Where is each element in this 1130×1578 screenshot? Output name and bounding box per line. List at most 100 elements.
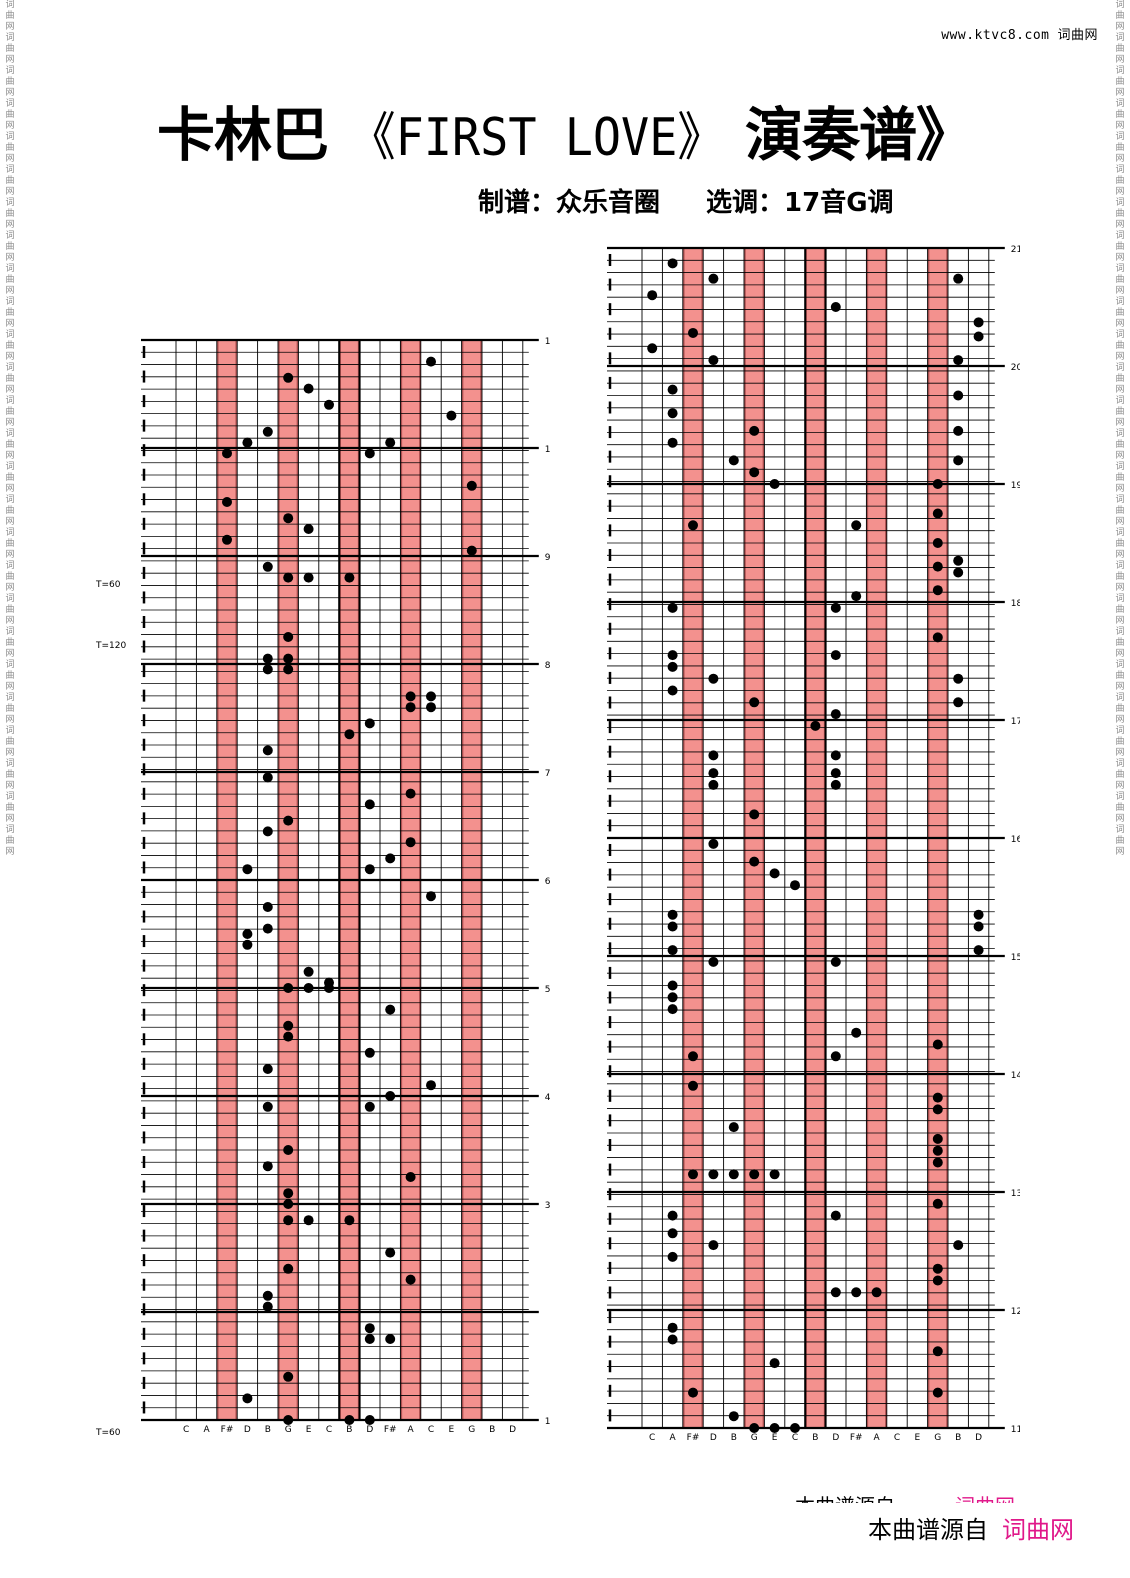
note-dot: [426, 356, 436, 367]
note-dot: [324, 983, 334, 993]
note-dot: [385, 1247, 396, 1258]
note-dot: [262, 1101, 273, 1112]
note-dot: [708, 1169, 719, 1180]
note-dot: [688, 327, 698, 338]
key-label: G: [285, 1425, 292, 1435]
side-watermark-left: 词曲网 词曲网 词曲网 词曲网 词曲网 词曲网 词曲网 词曲网 词曲网 词曲网 …: [5, 0, 15, 857]
note-dot: [749, 809, 760, 820]
note-dot: [262, 902, 273, 912]
note-dot: [708, 355, 719, 366]
note-dot: [932, 585, 943, 596]
key-label: E: [915, 1433, 921, 1443]
note-dot: [932, 1039, 943, 1050]
note-dot: [262, 923, 273, 934]
note-dot: [283, 983, 294, 993]
key-label: F#: [221, 1425, 234, 1435]
note-dot: [973, 909, 984, 920]
note-dot: [344, 729, 355, 740]
note-dot: [364, 799, 375, 810]
note-dot: [871, 1287, 882, 1298]
measure-number: 14: [1011, 1071, 1020, 1081]
note-dot: [932, 1133, 943, 1144]
note-dot: [667, 1322, 678, 1333]
note-dot: [364, 1323, 375, 1334]
measure-number: 12: [1011, 1307, 1020, 1317]
note-dot: [364, 1047, 375, 1058]
note-dot: [426, 702, 436, 713]
note-dot: [385, 1091, 396, 1101]
note-dot: [426, 691, 436, 702]
key-label: A: [408, 1425, 415, 1435]
note-dot: [667, 945, 678, 956]
note-dot: [385, 1334, 396, 1344]
note-dot: [667, 1228, 678, 1239]
note-dot: [708, 750, 719, 761]
note-dot: [769, 868, 780, 879]
key-label: B: [955, 1433, 961, 1443]
note-dot: [405, 702, 416, 713]
key-label: F#: [384, 1425, 397, 1435]
note-dot: [262, 745, 273, 756]
note-dot: [385, 1004, 396, 1015]
note-dot: [932, 1198, 943, 1209]
note-dot: [851, 591, 862, 602]
note-dot: [426, 1080, 436, 1091]
note-dot: [262, 561, 273, 572]
note-dot: [262, 826, 273, 837]
note-dot: [364, 718, 375, 729]
note-dot: [405, 691, 416, 702]
note-dot: [932, 508, 943, 519]
site-watermark: www.ktvc8.com 词曲网: [941, 24, 1098, 43]
note-dot: [769, 1423, 780, 1433]
note-dot: [688, 1051, 698, 1062]
measure-number: 6: [545, 877, 550, 887]
key-label: B: [731, 1433, 737, 1443]
note-dot: [973, 317, 984, 328]
note-dot: [688, 1080, 698, 1091]
note-dot: [283, 1415, 294, 1425]
measure-number: 4: [545, 1093, 550, 1103]
note-dot: [667, 980, 678, 991]
note-dot: [708, 673, 719, 684]
measure-number: 11: [1011, 1425, 1020, 1435]
note-dot: [688, 1387, 698, 1398]
measure-number: 5: [545, 985, 550, 995]
note-dot: [932, 1387, 943, 1398]
note-dot: [344, 1215, 355, 1226]
note-dot: [667, 992, 678, 1003]
key-label: E: [306, 1425, 312, 1435]
note-dot: [667, 437, 678, 448]
footer-ghost: 本曲谱源自 词曲网: [795, 1490, 1015, 1503]
note-dot: [932, 479, 943, 489]
measure-number: 21: [1011, 245, 1020, 255]
note-dot: [303, 1215, 314, 1226]
note-dot: [222, 497, 232, 507]
key-label: G: [751, 1433, 758, 1443]
note-dot: [242, 864, 253, 875]
key-label: D: [244, 1425, 251, 1435]
note-dot: [830, 1051, 841, 1062]
footer-source: 本曲谱源自 词曲网: [868, 1510, 1074, 1545]
note-dot: [953, 390, 964, 401]
note-dot: [283, 815, 294, 826]
measure-number: 8: [545, 661, 550, 671]
note-dot: [667, 384, 678, 395]
note-dot: [283, 1199, 294, 1209]
note-dot: [283, 372, 294, 383]
note-dot: [708, 956, 719, 967]
note-dot: [708, 768, 719, 779]
note-dot: [851, 520, 862, 531]
note-dot: [728, 1169, 739, 1180]
note-dot: [303, 383, 314, 394]
note-dot: [932, 632, 943, 643]
measure-number: 1: [545, 1417, 550, 1427]
site-name: 词曲网: [1057, 28, 1098, 43]
title-song: 《FIRST LOVE》: [348, 108, 725, 168]
note-dot: [953, 355, 964, 366]
note-dot: [667, 602, 678, 613]
note-dot: [830, 650, 841, 661]
key-label: C: [326, 1425, 332, 1435]
note-dot: [303, 524, 314, 534]
key-label: A: [670, 1433, 677, 1443]
note-dot: [810, 720, 821, 731]
